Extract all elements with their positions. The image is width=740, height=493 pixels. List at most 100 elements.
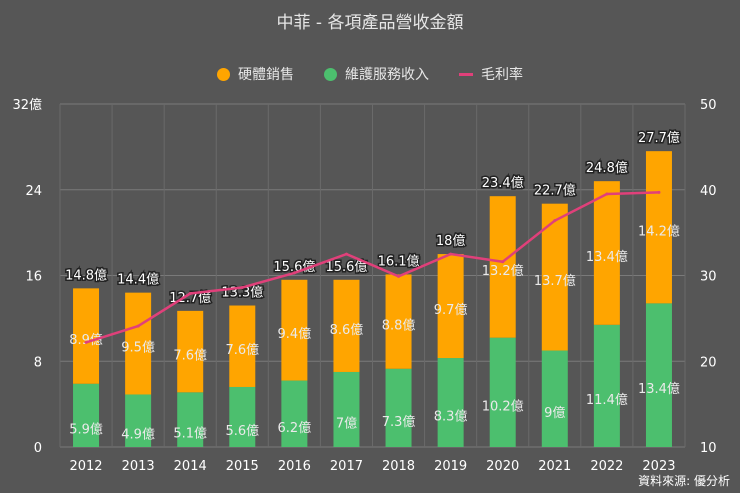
x-tick-label: 2023 bbox=[642, 459, 675, 474]
data-label-maintenance: 5.9億 bbox=[69, 421, 103, 437]
bar-maintenance bbox=[489, 337, 516, 447]
x-tick-label: 2012 bbox=[69, 459, 102, 474]
bar-hardware bbox=[489, 196, 516, 338]
data-label-total: 27.7億 bbox=[638, 130, 680, 146]
data-label-total: 14.4億 bbox=[117, 272, 159, 288]
x-tick-label: 2014 bbox=[174, 459, 207, 474]
bar-hardware bbox=[333, 279, 360, 372]
legend-label: 毛利率 bbox=[481, 67, 523, 83]
bar-maintenance bbox=[593, 324, 620, 447]
data-label-maintenance: 5.1億 bbox=[173, 426, 207, 442]
bar-maintenance bbox=[385, 368, 412, 447]
chart-title: 中菲 - 各項產品營收金額 bbox=[276, 13, 464, 33]
legend-marker-icon bbox=[217, 67, 230, 81]
bar-maintenance bbox=[333, 371, 360, 447]
point-gross-margin bbox=[449, 252, 453, 256]
y-left-tick-label: 8 bbox=[34, 355, 42, 370]
data-label-hardware: 9.7億 bbox=[434, 302, 468, 318]
data-label-maintenance: 8.3億 bbox=[434, 409, 468, 425]
y-left-tick-label: 24 bbox=[25, 184, 42, 199]
data-label-maintenance: 10.2億 bbox=[482, 398, 524, 414]
bar-maintenance bbox=[73, 383, 100, 447]
point-gross-margin bbox=[657, 190, 661, 194]
y-right-tick-label: 50 bbox=[700, 98, 717, 113]
legend-item-margin[interactable]: 毛利率 bbox=[459, 64, 523, 84]
x-tick-label: 2017 bbox=[330, 459, 363, 474]
data-label-maintenance: 6.2億 bbox=[278, 420, 312, 436]
bar-hardware bbox=[385, 274, 412, 369]
bar-hardware bbox=[645, 151, 672, 304]
legend-item-hardware[interactable]: 硬體銷售 bbox=[217, 64, 294, 84]
legend-line-icon bbox=[459, 72, 473, 76]
bar-hardware bbox=[437, 254, 464, 359]
point-gross-margin bbox=[344, 252, 348, 256]
data-label-hardware: 9.4億 bbox=[278, 326, 312, 342]
point-gross-margin bbox=[84, 340, 88, 344]
bar-hardware bbox=[73, 288, 100, 384]
x-tick-label: 2015 bbox=[226, 459, 259, 474]
data-label-hardware: 14.2億 bbox=[638, 223, 680, 239]
data-label-maintenance: 11.4億 bbox=[586, 392, 628, 408]
data-label-total: 15.6億 bbox=[273, 259, 315, 275]
x-tick-label: 2018 bbox=[382, 459, 415, 474]
bar-maintenance bbox=[541, 350, 568, 447]
data-label-maintenance: 7億 bbox=[336, 415, 357, 431]
data-label-total: 14.8億 bbox=[65, 267, 107, 283]
data-label-total: 18億 bbox=[436, 233, 466, 249]
data-label-maintenance: 7.3億 bbox=[382, 414, 416, 430]
y-left-tick-label: 16 bbox=[25, 270, 42, 285]
bar-hardware bbox=[125, 292, 152, 395]
x-tick-label: 2019 bbox=[434, 459, 467, 474]
point-gross-margin bbox=[501, 260, 505, 264]
data-label-total: 16.1億 bbox=[378, 253, 420, 269]
point-gross-margin bbox=[605, 192, 609, 196]
y-right-tick-label: 10 bbox=[700, 441, 717, 456]
x-tick-label: 2022 bbox=[590, 459, 623, 474]
x-tick-label: 2020 bbox=[486, 459, 519, 474]
bar-maintenance bbox=[125, 394, 152, 447]
x-tick-label: 2013 bbox=[122, 459, 155, 474]
data-label-hardware: 13.7億 bbox=[534, 273, 576, 289]
legend-label: 硬體銷售 bbox=[238, 67, 294, 83]
legend: 硬體銷售 維護服務收入 毛利率 bbox=[0, 64, 740, 84]
data-label-total: 23.4億 bbox=[482, 175, 524, 191]
legend-label: 維護服務收入 bbox=[345, 67, 429, 83]
data-label-hardware: 8.9億 bbox=[69, 332, 103, 348]
bar-hardware bbox=[281, 279, 308, 381]
y-right-tick-label: 20 bbox=[700, 355, 717, 370]
legend-marker-icon bbox=[324, 67, 337, 81]
x-tick-label: 2016 bbox=[278, 459, 311, 474]
data-label-maintenance: 4.9億 bbox=[121, 427, 155, 443]
data-label-hardware: 7.6億 bbox=[225, 342, 259, 358]
y-right-tick-label: 40 bbox=[700, 184, 717, 199]
data-label-total: 24.8億 bbox=[586, 160, 628, 176]
data-label-hardware: 8.6億 bbox=[330, 322, 364, 338]
bar-maintenance bbox=[281, 380, 308, 447]
bar-hardware bbox=[229, 305, 256, 387]
data-label-maintenance: 13.4億 bbox=[638, 381, 680, 397]
point-gross-margin bbox=[553, 219, 557, 223]
data-label-maintenance: 5.6億 bbox=[225, 423, 259, 439]
data-label-total: 22.7億 bbox=[534, 183, 576, 199]
point-gross-margin bbox=[188, 292, 192, 296]
data-label-hardware: 13.4億 bbox=[586, 249, 628, 265]
legend-item-maintenance[interactable]: 維護服務收入 bbox=[324, 64, 429, 84]
point-gross-margin bbox=[240, 286, 244, 290]
x-tick-label: 2021 bbox=[538, 459, 571, 474]
bar-maintenance bbox=[177, 392, 204, 447]
source-note: 資料來源: 優分析 bbox=[638, 474, 730, 488]
data-label-hardware: 8.8億 bbox=[382, 318, 416, 334]
y-left-tick-label: 32億 bbox=[12, 97, 42, 113]
data-label-maintenance: 9億 bbox=[544, 405, 565, 421]
y-right-tick-label: 30 bbox=[700, 270, 717, 285]
y-left-tick-label: 0 bbox=[34, 441, 42, 456]
data-label-total: 15.6億 bbox=[325, 259, 367, 275]
bar-maintenance bbox=[645, 303, 672, 447]
bar-maintenance bbox=[437, 358, 464, 447]
data-label-hardware: 13.2億 bbox=[482, 263, 524, 279]
data-label-hardware: 9.5億 bbox=[121, 340, 155, 356]
line-gross-margin bbox=[85, 191, 659, 344]
bar-hardware bbox=[177, 310, 204, 393]
